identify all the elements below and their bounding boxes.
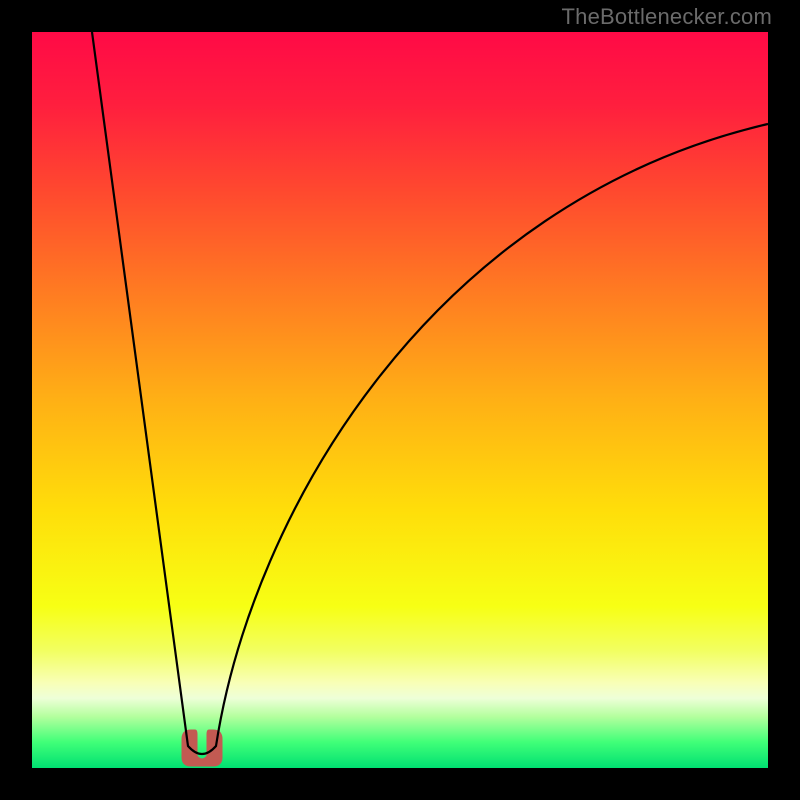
plot-area: [32, 32, 768, 768]
watermark-text: TheBottlenecker.com: [562, 4, 772, 30]
plot-svg: [32, 32, 768, 768]
